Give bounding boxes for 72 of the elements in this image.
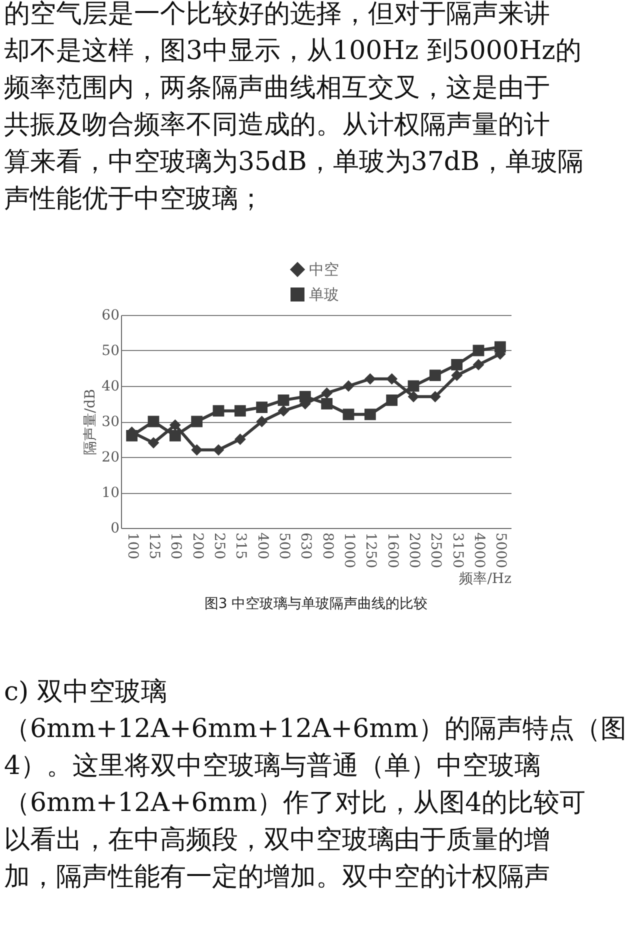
y-tick-label: 0 xyxy=(110,520,120,536)
x-tick-label: 250 xyxy=(211,532,227,560)
text: 频率范围内，两条隔声曲线相互交叉，这是由于 xyxy=(4,73,550,103)
point xyxy=(386,373,398,385)
x-tick-label: 630 xyxy=(298,532,314,560)
point xyxy=(256,416,268,428)
x-tick-label: 1000 xyxy=(341,532,357,568)
point xyxy=(191,416,203,428)
text: 算来看，中空玻璃为35dB，单玻为37dB，单玻隔 xyxy=(4,147,584,177)
text: 加，隔声性能有一定的增加。双中空的计权隔声 xyxy=(4,862,550,892)
x-tick-label: 500 xyxy=(276,532,292,560)
x-tick-label: 3150 xyxy=(449,532,466,568)
x-tick-label: 5000 xyxy=(492,532,509,568)
point xyxy=(212,444,224,456)
x-tick-label: 160 xyxy=(168,532,184,560)
text: c) 双中空玻璃 xyxy=(4,677,167,707)
x-tick-label: 315 xyxy=(232,532,249,560)
y-axis-title: 隔声量/dB xyxy=(82,389,99,455)
point xyxy=(451,359,463,370)
point xyxy=(212,405,224,417)
point xyxy=(342,408,354,420)
point xyxy=(472,359,484,370)
x-tick-label: 2000 xyxy=(406,532,422,568)
y-tick-label: 50 xyxy=(102,343,120,359)
x-tick-label: 125 xyxy=(146,532,162,560)
point xyxy=(321,387,333,399)
point xyxy=(278,405,290,417)
point xyxy=(386,394,398,406)
y-tick-label: 60 xyxy=(102,308,120,324)
y-tick-label: 20 xyxy=(102,450,120,466)
point xyxy=(148,437,160,448)
point xyxy=(321,398,333,410)
text: 共振及吻合频率不同造成的。从计权隔声量的计 xyxy=(4,110,550,140)
text: （6mm+12A+6mm+12A+6mm）的隔声特点（图 xyxy=(4,714,626,744)
point xyxy=(256,402,268,413)
point xyxy=(148,416,160,428)
point xyxy=(408,390,420,402)
text: 声性能优于中空玻璃； xyxy=(4,184,264,214)
x-tick-label: 800 xyxy=(319,532,336,560)
text: （6mm+12A+6mm）作了对比，从图4的比较可 xyxy=(4,788,586,818)
x-tick-label: 4000 xyxy=(471,532,487,568)
point xyxy=(408,380,420,392)
x-tick-label: 200 xyxy=(189,532,206,560)
point xyxy=(278,394,290,406)
point xyxy=(234,405,246,417)
y-tick-label: 10 xyxy=(102,485,120,501)
x-tick-label: 2500 xyxy=(428,532,444,568)
point xyxy=(364,408,376,420)
x-tick-label: 1250 xyxy=(362,532,379,568)
point xyxy=(234,434,246,445)
x-tick-label: 100 xyxy=(124,532,140,560)
point xyxy=(429,370,441,382)
x-tick-label: 1600 xyxy=(384,532,400,568)
legend-label: 单玻 xyxy=(309,286,339,304)
point xyxy=(364,373,376,385)
point xyxy=(169,430,181,442)
x-tick-label: 400 xyxy=(254,532,270,560)
point xyxy=(451,370,463,382)
point xyxy=(342,380,354,392)
text: 图3 中空玻璃与单玻隔声曲线的比较 xyxy=(204,596,428,612)
point xyxy=(472,344,484,356)
y-tick-label: 40 xyxy=(102,378,120,394)
x-axis-title: 频率/Hz xyxy=(459,571,512,588)
text: 以看出，在中高频段，双中空玻璃由于质量的增 xyxy=(4,825,550,855)
y-tick-label: 30 xyxy=(102,414,120,430)
text: 4）。这里将双中空玻璃与普通（单）中空玻璃 xyxy=(4,751,541,781)
point xyxy=(429,390,441,402)
point xyxy=(169,419,181,431)
point xyxy=(191,444,203,456)
text: 却不是这样，图3中显示，从100Hz 到5000Hz的 xyxy=(4,36,582,66)
legend-label: 中空 xyxy=(309,260,339,278)
text: 的空气层是一个比较好的选择，但对于隔声来讲 xyxy=(4,0,550,29)
